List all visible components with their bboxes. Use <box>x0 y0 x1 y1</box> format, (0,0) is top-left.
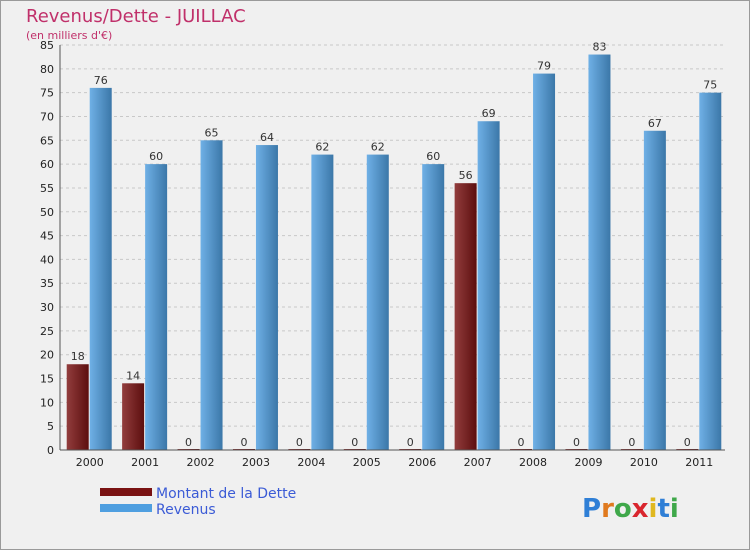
value-label-revenus-2000: 76 <box>94 74 108 87</box>
x-tick-label: 2005 <box>353 456 381 469</box>
value-label-revenus-2007: 69 <box>482 107 496 120</box>
bar-revenus-2001 <box>145 164 168 450</box>
x-tick-label: 2008 <box>519 456 547 469</box>
y-tick-label: 70 <box>40 110 54 123</box>
value-label-revenus-2003: 64 <box>260 131 274 144</box>
x-tick-label: 2009 <box>574 456 602 469</box>
value-label-revenus-2011: 75 <box>703 79 717 92</box>
y-tick-label: 10 <box>40 396 54 409</box>
bar-revenus-2008 <box>533 73 556 451</box>
value-label-revenus-2005: 62 <box>371 141 385 154</box>
legend-swatch-revenus <box>100 504 152 512</box>
bar-dette-2000 <box>66 364 89 450</box>
y-tick-label: 0 <box>47 444 54 457</box>
y-tick-label: 65 <box>40 134 54 147</box>
value-label-revenus-2001: 60 <box>149 150 163 163</box>
bar-revenus-2007 <box>477 121 500 450</box>
value-label-dette-2004: 0 <box>296 436 303 449</box>
x-tick-label: 2007 <box>464 456 492 469</box>
legend-label-dette: Montant de la Dette <box>156 486 296 502</box>
x-tick-label: 2001 <box>131 456 159 469</box>
value-label-revenus-2002: 65 <box>205 126 219 139</box>
x-tick-label: 2006 <box>408 456 436 469</box>
value-label-dette-2010: 0 <box>628 436 635 449</box>
value-label-dette-2006: 0 <box>407 436 414 449</box>
value-label-dette-2003: 0 <box>240 436 247 449</box>
y-axis-ticks: 0 5 10 15 20 25 30 35 40 45 50 55 60 65 70 75 80 85 <box>40 39 54 457</box>
y-tick-label: 15 <box>40 373 54 386</box>
bars: 18 76 14 60 0 65 0 64 0 62 0 62 0 60 56 69 0 79 0 83 0 67 0 75 <box>66 41 722 451</box>
value-label-dette-2001: 14 <box>126 369 140 382</box>
y-tick-label: 40 <box>40 253 54 266</box>
y-tick-label: 30 <box>40 301 54 314</box>
value-label-revenus-2010: 67 <box>648 117 662 130</box>
bar-revenus-2005 <box>366 154 389 450</box>
x-tick-label: 2003 <box>242 456 270 469</box>
y-tick-label: 5 <box>47 420 54 433</box>
value-label-revenus-2006: 60 <box>426 150 440 163</box>
bar-dette-2007 <box>454 183 477 451</box>
y-tick-label: 35 <box>40 277 54 290</box>
legend-label-revenus: Revenus <box>156 502 216 518</box>
bar-revenus-2000 <box>89 87 112 450</box>
bar-revenus-2011 <box>699 92 722 450</box>
value-label-dette-2005: 0 <box>351 436 358 449</box>
y-tick-label: 85 <box>40 39 54 52</box>
y-tick-label: 20 <box>40 349 54 362</box>
x-tick-label: 2011 <box>685 456 713 469</box>
y-tick-label: 75 <box>40 87 54 100</box>
legend: Montant de la Dette Revenus <box>100 486 296 518</box>
value-label-dette-2002: 0 <box>185 436 192 449</box>
proxiti-logo: Proxiti <box>582 494 679 524</box>
value-label-revenus-2004: 62 <box>315 141 329 154</box>
bar-dette-2001 <box>122 383 145 450</box>
y-tick-label: 25 <box>40 325 54 338</box>
y-tick-label: 80 <box>40 63 54 76</box>
value-label-dette-2009: 0 <box>573 436 580 449</box>
bar-revenus-2006 <box>422 164 445 450</box>
y-tick-label: 50 <box>40 206 54 219</box>
value-label-dette-2011: 0 <box>684 436 691 449</box>
legend-swatch-dette <box>100 488 152 496</box>
x-tick-label: 2000 <box>76 456 104 469</box>
value-label-dette-2000: 18 <box>71 350 85 363</box>
chart-subtitle: (en milliers d'€) <box>26 29 112 42</box>
bar-revenus-2010 <box>643 130 666 450</box>
chart-title: Revenus/Dette - JUILLAC <box>26 6 246 27</box>
value-label-revenus-2008: 79 <box>537 60 551 73</box>
bar-revenus-2009 <box>588 54 611 450</box>
y-tick-label: 60 <box>40 158 54 171</box>
x-tick-label: 2010 <box>630 456 658 469</box>
bar-revenus-2004 <box>311 154 334 450</box>
bar-revenus-2003 <box>255 145 278 450</box>
value-label-revenus-2009: 83 <box>592 41 606 54</box>
y-tick-label: 45 <box>40 230 54 243</box>
y-tick-label: 55 <box>40 182 54 195</box>
x-axis-ticks: 2000 2001 2002 2003 2004 2005 2006 2007 2008 2009… <box>76 456 714 469</box>
value-label-dette-2008: 0 <box>518 436 525 449</box>
value-label-dette-2007: 56 <box>459 169 473 182</box>
x-tick-label: 2004 <box>297 456 325 469</box>
bar-revenus-2002 <box>200 140 223 450</box>
x-tick-label: 2002 <box>187 456 215 469</box>
